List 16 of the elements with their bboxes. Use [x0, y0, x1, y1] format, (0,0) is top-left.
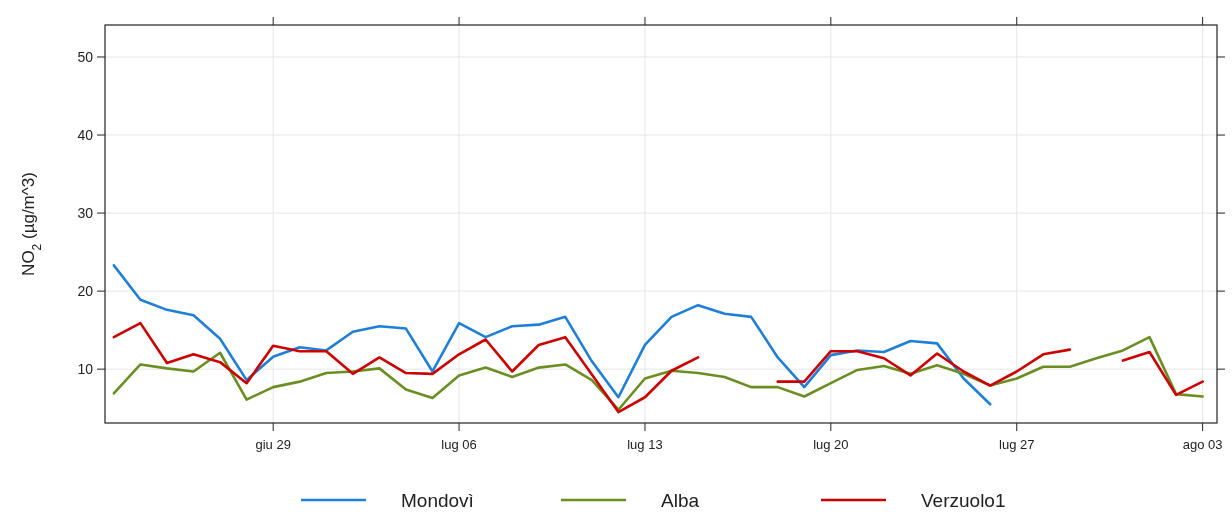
- y-tick-label: 50: [77, 49, 94, 65]
- x-tick-label: giu 29: [255, 437, 291, 452]
- y-tick-label: 40: [77, 127, 94, 144]
- y-tick-label: 10: [77, 361, 94, 378]
- x-tick-label: lug 13: [627, 437, 663, 452]
- line-series: [112, 335, 1204, 412]
- legend-label: Verzuolo1: [921, 490, 1006, 511]
- y-tick-label: 20: [77, 283, 94, 300]
- legend-label: Mondovì: [401, 490, 474, 511]
- x-tick-label: lug 20: [813, 437, 849, 452]
- x-tick-label: lug 27: [999, 437, 1035, 452]
- y-tick-label: 30: [77, 205, 94, 222]
- line-series: [112, 264, 992, 406]
- x-tick-label: ago 03: [1182, 437, 1223, 452]
- x-tick-label: lug 06: [441, 437, 477, 452]
- legend-label: Alba: [661, 490, 700, 511]
